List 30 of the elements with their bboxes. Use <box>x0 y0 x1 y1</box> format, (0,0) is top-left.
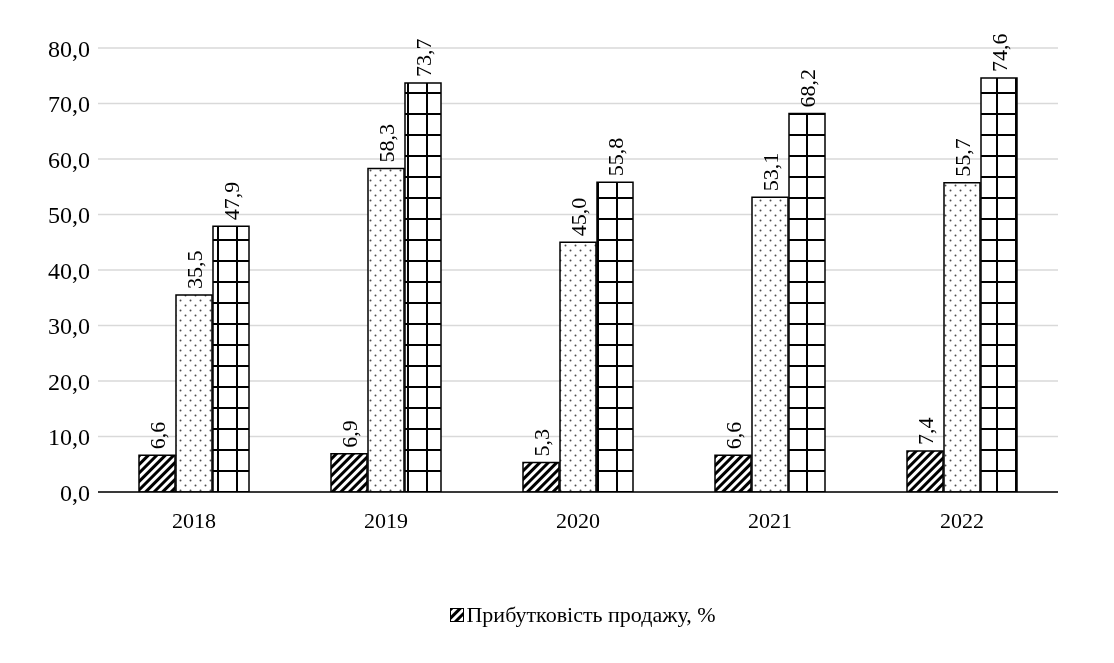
y-tick-label: 40,0 <box>48 257 90 284</box>
x-tick-label: 2019 <box>364 507 408 533</box>
data-label: 6,6 <box>145 421 170 450</box>
data-label: 68,2 <box>795 68 820 108</box>
data-label: 35,5 <box>182 250 207 289</box>
y-tick-label: 80,0 <box>48 35 90 62</box>
y-tick-label: 60,0 <box>48 146 90 173</box>
data-label: 45,0 <box>566 197 591 237</box>
y-tick-label: 70,0 <box>48 91 90 118</box>
data-label: 73,7 <box>411 38 436 77</box>
y-tick-label: 10,0 <box>48 424 90 451</box>
data-label: 6,9 <box>337 420 362 448</box>
x-tick-label: 2022 <box>940 507 984 533</box>
data-label: 53,1 <box>758 152 783 192</box>
x-tick-label: 2021 <box>748 507 792 533</box>
data-label: 5,3 <box>529 429 554 457</box>
y-tick-label: 50,0 <box>48 202 90 229</box>
data-label: 47,9 <box>219 181 244 221</box>
data-label: 6,6 <box>721 421 746 450</box>
data-label: 58,3 <box>374 123 399 163</box>
data-label: 55,7 <box>950 138 975 177</box>
x-tick-label: 2018 <box>172 507 216 533</box>
data-label: 74,6 <box>987 33 1012 72</box>
x-tick-label: 2020 <box>556 507 600 533</box>
data-label: 7,4 <box>913 417 938 445</box>
y-tick-label: 20,0 <box>48 368 90 395</box>
y-tick-label: 30,0 <box>48 313 90 340</box>
y-tick-label: 0,0 <box>60 479 90 506</box>
data-label: 55,8 <box>603 137 628 177</box>
legend-label: Прибутковість продажу, % <box>465 602 716 628</box>
